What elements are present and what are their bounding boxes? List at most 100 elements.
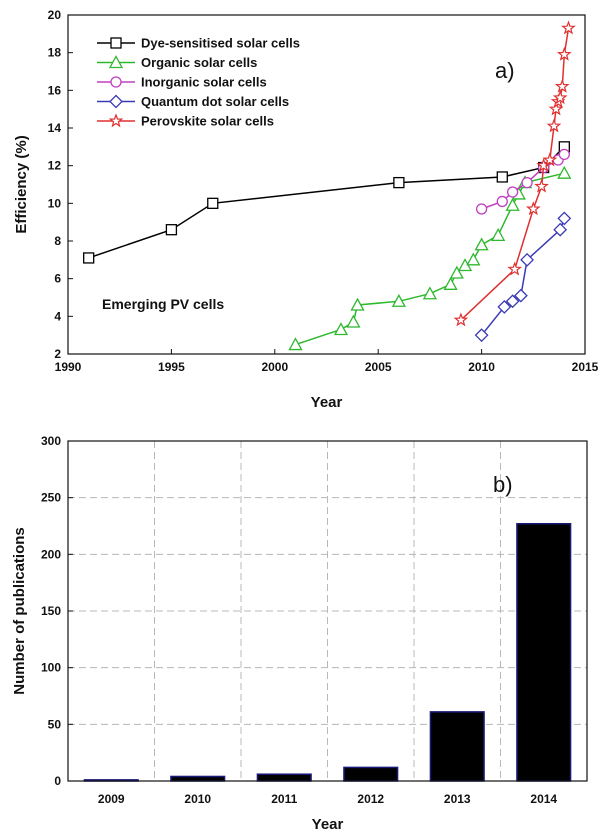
legend-marker-perovskite-solar-cells <box>108 113 124 128</box>
chart-a-series <box>83 20 576 351</box>
bar-2014 <box>516 522 572 782</box>
legend-marker-dye-sensitised-solar-cells <box>110 37 122 49</box>
x-tick-label-2000: 2000 <box>261 360 288 374</box>
b-x-tick-label-2014: 2014 <box>530 792 557 806</box>
legend-item-quantum-dot-solar-cells: Quantum dot solar cells <box>97 94 289 109</box>
data-point-perovskite-solar-cells-6 <box>546 118 562 133</box>
legend-item-inorganic-solar-cells: Inorganic solar cells <box>97 75 267 90</box>
data-point-quantum-dot-solar-cells-2 <box>505 294 520 309</box>
data-point-inorganic-solar-cells-3 <box>521 176 533 189</box>
b-x-tick-label-2011: 2011 <box>271 792 297 806</box>
x-tick-label-1990: 1990 <box>55 360 82 374</box>
bar-2010 <box>170 775 226 782</box>
y-tick-label-12: 12 <box>48 159 62 173</box>
legend-label-organic-solar-cells: Organic solar cells <box>141 55 257 70</box>
publications-bar-chart: 0 50 100 150 200 250 300 2009 2010 2011 2012 2013 20… <box>11 434 588 833</box>
data-point-inorganic-solar-cells-6 <box>558 148 570 161</box>
y-tick-label-14: 14 <box>48 121 62 135</box>
chart-a-legend: Dye-sensitised solar cells Organic solar … <box>97 36 300 129</box>
legend-label-inorganic-solar-cells: Inorganic solar cells <box>141 75 267 90</box>
series-organic-solar-cells <box>288 165 572 351</box>
y-tick-label-2: 2 <box>54 347 61 361</box>
data-point-dye-sensitised-solar-cells-0 <box>83 252 95 264</box>
data-point-organic-solar-cells-15 <box>557 165 572 179</box>
y-tick-label-20: 20 <box>48 8 62 22</box>
data-point-organic-solar-cells-12 <box>505 197 520 211</box>
chart-a-frame <box>67 14 586 355</box>
data-point-quantum-dot-solar-cells-4 <box>520 252 535 267</box>
x-tick-label-2010: 2010 <box>468 360 495 374</box>
panel-a-label: a) <box>495 58 515 83</box>
b-x-tick-label-2012: 2012 <box>357 792 384 806</box>
data-point-dye-sensitised-solar-cells-4 <box>496 171 508 183</box>
data-point-perovskite-solar-cells-0 <box>453 312 469 327</box>
panel-b-label: b) <box>493 472 513 497</box>
data-point-organic-solar-cells-11 <box>491 227 506 242</box>
y-tick-label-8: 8 <box>54 234 61 248</box>
b-y-tick-label-250: 250 <box>41 491 61 505</box>
chart-b-bars <box>83 522 572 782</box>
data-point-perovskite-solar-cells-7 <box>548 101 564 116</box>
data-point-inorganic-solar-cells-0 <box>475 203 488 215</box>
b-y-tick-label-100: 100 <box>41 661 61 675</box>
y-tick-label-4: 4 <box>54 309 61 323</box>
data-point-organic-solar-cells-10 <box>474 237 489 251</box>
legend-label-perovskite-solar-cells: Perovskite solar cells <box>141 114 274 129</box>
data-point-organic-solar-cells-4 <box>391 293 406 307</box>
data-point-organic-solar-cells-6 <box>443 276 458 290</box>
legend-item-perovskite-solar-cells: Perovskite solar cells <box>97 113 274 129</box>
series-line-dye-sensitised-solar-cells <box>88 146 565 259</box>
chart-b-ticks: 0 50 100 150 200 250 300 2009 2010 2011 2012 2013 20… <box>41 434 557 806</box>
b-y-tick-label-200: 200 <box>41 547 61 561</box>
data-point-quantum-dot-solar-cells-3 <box>513 288 528 303</box>
b-y-tick-label-300: 300 <box>41 434 61 448</box>
data-point-dye-sensitised-solar-cells-2 <box>207 197 219 209</box>
data-point-perovskite-solar-cells-9 <box>552 90 568 105</box>
b-x-tick-label-2009: 2009 <box>98 792 125 806</box>
data-point-perovskite-solar-cells-5 <box>542 152 558 167</box>
data-point-organic-solar-cells-3 <box>350 297 365 311</box>
legend-marker-inorganic-solar-cells <box>110 76 122 88</box>
chart-a-y-axis-label: Efficiency (%) <box>13 135 30 233</box>
b-y-tick-label-50: 50 <box>48 717 62 731</box>
legend-item-organic-solar-cells: Organic solar cells <box>97 55 257 70</box>
legend-label-quantum-dot-solar-cells: Quantum dot solar cells <box>141 94 289 109</box>
series-quantum-dot-solar-cells <box>474 211 572 343</box>
data-point-perovskite-solar-cells-2 <box>525 201 541 216</box>
bar-2011 <box>256 773 312 782</box>
legend-item-dye-sensitised-solar-cells: Dye-sensitised solar cells <box>97 36 300 51</box>
bar-2013 <box>429 711 485 782</box>
b-x-tick-label-2010: 2010 <box>184 792 211 806</box>
data-point-perovskite-solar-cells-10 <box>554 78 570 93</box>
chart-a-x-axis-label: Year <box>311 394 343 411</box>
data-point-organic-solar-cells-2 <box>346 314 361 328</box>
b-x-tick-label-2013: 2013 <box>444 792 471 806</box>
annotation-emerging-pv: Emerging PV cells <box>102 296 224 312</box>
data-point-dye-sensitised-solar-cells-1 <box>165 224 178 236</box>
data-point-quantum-dot-solar-cells-5 <box>553 222 568 237</box>
chart-b-x-axis-label: Year <box>312 816 344 833</box>
y-tick-label-6: 6 <box>54 272 61 286</box>
legend-label-dye-sensitised-solar-cells: Dye-sensitised solar cells <box>141 36 300 51</box>
data-point-inorganic-solar-cells-2 <box>506 186 519 198</box>
efficiency-line-chart: 1990 1995 2000 2005 2010 2015 2 4 6 8 10 12 14 16 18 20… <box>13 8 599 411</box>
chart-a-ticks: 1990 1995 2000 2005 2010 2015 2 4 6 8 10 12 14 16 18 20 <box>48 8 599 374</box>
data-point-perovskite-solar-cells-11 <box>556 46 572 61</box>
data-point-perovskite-solar-cells-3 <box>534 178 549 193</box>
chart-b-y-axis-label: Number of publications <box>11 527 28 695</box>
b-y-tick-label-150: 150 <box>41 604 61 618</box>
data-point-dye-sensitised-solar-cells-3 <box>393 176 405 189</box>
chart-b-grid <box>68 441 587 781</box>
y-tick-label-10: 10 <box>48 196 62 210</box>
x-tick-label-2005: 2005 <box>365 360 392 374</box>
data-point-quantum-dot-solar-cells-6 <box>557 211 572 226</box>
b-y-tick-label-0: 0 <box>54 774 61 788</box>
data-point-quantum-dot-solar-cells-1 <box>497 299 512 314</box>
y-tick-label-16: 16 <box>48 83 62 97</box>
data-point-quantum-dot-solar-cells-0 <box>474 328 489 343</box>
data-point-inorganic-solar-cells-1 <box>496 195 508 208</box>
data-point-organic-solar-cells-7 <box>449 265 464 279</box>
legend-marker-quantum-dot-solar-cells <box>109 94 123 109</box>
data-point-perovskite-solar-cells-12 <box>561 20 576 35</box>
